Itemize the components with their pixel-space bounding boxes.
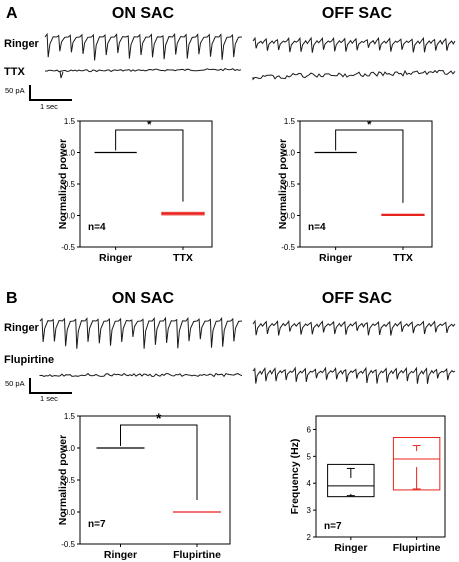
trace-a-off-ttx — [252, 69, 456, 81]
scale-bar-time-b: 1 sec — [40, 394, 58, 403]
trace-label-ttx: TTX — [4, 66, 25, 78]
y-tick-label: 0.5 — [284, 180, 296, 189]
y-axis-label: Normalized power — [57, 435, 69, 525]
trace-label-ringer-a: Ringer — [4, 38, 39, 50]
y-tick-label: -0.5 — [61, 540, 75, 549]
y-tick-label: 1.0 — [64, 149, 76, 158]
trace-a-on-ringer — [44, 32, 243, 61]
y-tick-label: 1.5 — [64, 117, 76, 126]
y-tick-label: 0.5 — [64, 180, 76, 189]
chart-a-off: 1.5 1.0 0.5 0.0 -0.5 Normalized power Ringer TT… — [277, 117, 433, 264]
scale-bar-b — [29, 378, 72, 394]
trace-label-ringer-b: Ringer — [4, 322, 39, 334]
column-title-on-sac-a: ON SAC — [111, 5, 175, 22]
n-label: n=4 — [308, 222, 326, 233]
significance-bracket — [115, 129, 184, 202]
electrophysiology-traces — [39, 32, 456, 384]
scale-bar-amplitude-a: 50 pA — [5, 86, 25, 95]
x-tick-label: Flupirtine — [173, 549, 221, 561]
y-axis-label: Normalized power — [57, 139, 69, 229]
trace-a-on-ttx-spike — [59, 70, 64, 79]
box-flupirtine — [392, 437, 441, 491]
n-label: n=7 — [324, 521, 342, 532]
y-tick-label: 1.5 — [64, 412, 76, 421]
y-tick-label: 1.0 — [64, 444, 76, 453]
panel-letter-a: A — [6, 5, 18, 22]
chart-b-on: 1.5 1.0 0.5 0.0 -0.5 Normalized power Ringer Fl… — [57, 410, 231, 561]
y-tick-label: 5 — [307, 452, 312, 461]
x-tick-label: Ringer — [334, 542, 367, 554]
significance-bracket — [335, 129, 404, 203]
summary-charts: 1.5 1.0 0.5 0.0 -0.5 Normalized power Ringer TT… — [57, 117, 446, 561]
trace-a-off-ringer — [252, 36, 456, 53]
y-tick-label: 6 — [307, 425, 312, 434]
y-tick-label: 4 — [307, 479, 312, 488]
scale-bar-a — [29, 85, 72, 101]
trace-a-on-ttx — [44, 68, 242, 73]
significance-star: * — [147, 119, 152, 131]
y-tick-label: 1.5 — [284, 117, 296, 126]
y-axis-label: Normalized power — [277, 139, 289, 229]
y-tick-label: 2 — [307, 533, 312, 542]
scale-bar-amplitude-b: 50 pA — [5, 379, 25, 388]
column-title-on-sac-b: ON SAC — [111, 290, 175, 307]
x-tick-label: TTX — [173, 252, 193, 264]
y-tick-label: 0.0 — [64, 508, 76, 517]
x-tick-label: Ringer — [104, 549, 137, 561]
y-tick-label: 0.0 — [284, 212, 296, 221]
chart-a-on: 1.5 1.0 0.5 0.0 -0.5 Normalized power Ringer TT… — [57, 117, 213, 264]
x-tick-label: TTX — [393, 252, 413, 264]
trace-label-flupirtine: Flupirtine — [4, 354, 55, 366]
x-tick-label: Ringer — [99, 252, 132, 264]
column-title-off-sac-b: OFF SAC — [321, 290, 393, 307]
trace-b-off-ringer — [252, 319, 456, 336]
y-tick-label: 1.0 — [284, 149, 296, 158]
trace-b-on-flupirtine — [39, 372, 243, 378]
chart-frame — [315, 415, 446, 538]
trace-b-off-flupirtine — [252, 366, 456, 384]
trace-b-on-ringer — [39, 316, 243, 349]
y-tick-label: -0.5 — [281, 243, 295, 252]
column-title-off-sac-a: OFF SAC — [321, 5, 393, 22]
significance-bracket — [120, 424, 198, 500]
y-axis-label: Frequency (Hz) — [289, 439, 301, 515]
chart-b-off: 6 5 4 3 2 Frequency (Hz) Ringer Flupirtine n=7 — [289, 415, 446, 554]
scale-bar-time-a: 1 sec — [40, 102, 58, 111]
significance-star: * — [156, 410, 162, 426]
x-tick-label: Ringer — [319, 252, 352, 264]
n-label: n=4 — [88, 222, 106, 233]
significance-star: * — [367, 119, 372, 131]
panel-letter-b: B — [6, 290, 18, 307]
scale-bars — [29, 85, 72, 394]
y-tick-label: 0.0 — [64, 212, 76, 221]
x-tick-label: Flupirtine — [393, 542, 441, 554]
y-tick-label: -0.5 — [61, 243, 75, 252]
box-ringer — [327, 463, 375, 498]
n-label: n=7 — [88, 519, 106, 530]
y-tick-label: 0.5 — [64, 476, 76, 485]
y-tick-label: 3 — [307, 506, 312, 515]
